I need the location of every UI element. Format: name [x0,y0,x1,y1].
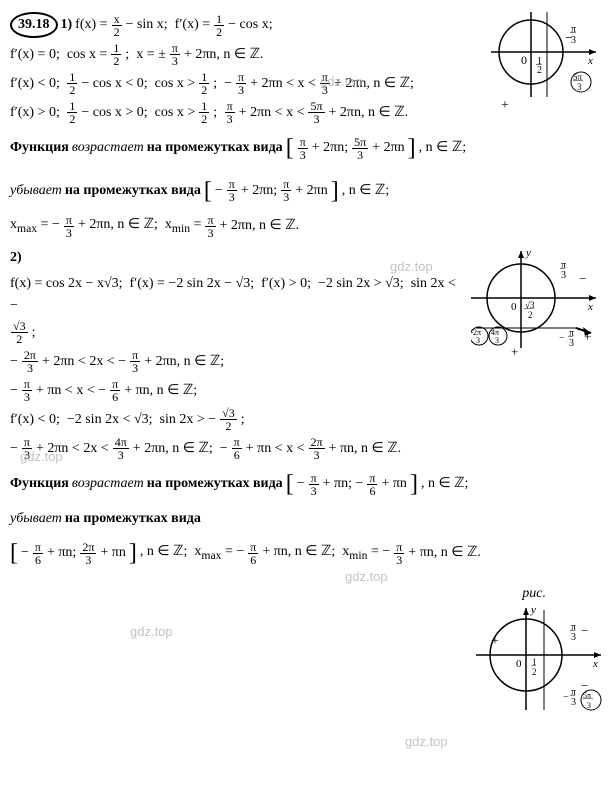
diagram3-wrap: рис. 0 y x 1 ─ 2 + π ─ 3 − − π ─ 3 − 5π … [10,583,606,729]
svg-text:2: 2 [532,667,537,677]
svg-text:3: 3 [495,336,499,345]
p2-line4: f′(x) < 0; −2 sin 2x < √3; sin 2x > −√32… [10,407,606,432]
svg-text:−: − [559,333,565,344]
svg-text:3: 3 [561,270,566,281]
unit-circle-diagram-1: 0 1 ─ 2 x + − π ─ 3 5π ── 3 [491,12,601,120]
p2-line5: −π3 + 2πn < 2x < 4π3 + 2πn, n ∈ ℤ; −π6 +… [10,436,606,461]
p1-line2: f′(x) = 0; cos x = 12; x = ± π3 + 2πn, n… [10,42,486,67]
svg-text:3: 3 [571,35,576,46]
svg-text:x: x [587,301,593,313]
svg-text:+: + [501,98,509,112]
circle-svg-3: 0 y x 1 ─ 2 + π ─ 3 − − π ─ 3 − 5π ── 3 [476,605,606,720]
svg-text:x: x [587,55,593,67]
p1-line4: f′(x) > 0; 12 − cos x > 0; cos x > 12; π… [10,100,486,125]
svg-text:3: 3 [569,338,574,349]
p2-line6: Функция возрастает на промежутках вида [… [10,465,606,503]
circle-svg-2: 0 y x √3 ── 2 π ─ 3 − 2π 3 − 4π 3 π ─ 3 … [471,248,601,358]
svg-text:3: 3 [571,632,576,643]
circle-svg: 0 1 ─ 2 x + − π ─ 3 5π ── 3 [491,12,601,112]
svg-text:2: 2 [528,310,533,320]
note: рис. [522,586,546,601]
svg-text:3: 3 [476,336,480,345]
p2-line2: −2π3 + 2πn < 2x < −π3 + 2πn, n ∈ ℤ; [10,349,466,374]
svg-text:y: y [525,248,531,259]
unit-circle-diagram-2: 0 y x √3 ── 2 π ─ 3 − 2π 3 − 4π 3 π ─ 3 … [471,248,601,366]
p2-line1: 2) f(x) = cos 2x − x√3; f′(x) = −2 sin 2… [10,247,466,345]
svg-text:−: − [581,623,588,638]
p1-line7: xmax = −π3 + 2πn, n ∈ ℤ; xmin = π3 + 2πn… [10,214,606,239]
svg-text:+: + [511,344,518,358]
svg-text:3: 3 [577,82,582,92]
svg-text:3: 3 [587,701,591,710]
svg-text:0: 0 [521,53,527,67]
svg-text:0: 0 [511,301,517,313]
svg-text:−: − [579,271,586,286]
svg-text:y: y [530,605,536,616]
p2-line3: −π3 + πn < x < −π6 + πn, n ∈ ℤ; [10,378,606,403]
problem-number: 39.18 [10,12,58,38]
svg-text:+: + [491,634,499,649]
unit-circle-diagram-3: 0 y x 1 ─ 2 + π ─ 3 − − π ─ 3 − 5π ── 3 [476,605,606,728]
p1-line3: f′(x) < 0; 12 − cos x < 0; cos x > 12; −… [10,71,486,96]
svg-text:0: 0 [516,658,522,670]
problem-header: 39.18 1) f(x) = x2 − sin x; f′(x) = 12 −… [10,12,486,38]
watermark: gdz.top [405,732,448,753]
svg-text:3: 3 [571,697,576,708]
svg-text:x: x [592,658,598,670]
svg-text:−: − [471,328,474,339]
p2-line8: [−π6 + πn; 2π3 + πn], n ∈ ℤ; xmax = −π6 … [10,534,606,572]
p2-line7: убывает на промежутках вида [10,508,606,530]
part1-num: 1) [61,14,73,36]
p1-line6: убывает на промежутках вида [−π3 + 2πn; … [10,172,606,210]
svg-text:2: 2 [537,65,542,76]
p1-line5: Функция возрастает на промежутках вида [… [10,129,606,167]
svg-text:−: − [563,692,569,703]
page-content: gdz.top gdz.top gdz.top gdz.top gdz.top … [10,12,606,728]
